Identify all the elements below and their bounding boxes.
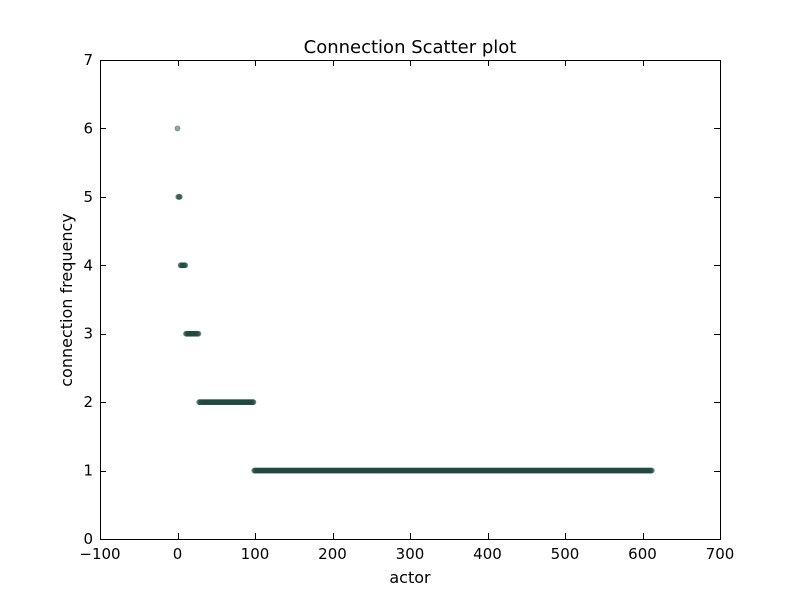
- y-tick-label: 3: [83, 325, 93, 343]
- y-axis-label: connection frequency: [57, 213, 76, 387]
- y-tick-label: 0: [83, 530, 93, 548]
- x-tick-label: 300: [396, 545, 425, 563]
- y-axis-ticks: 0 1 2 3 4 5 6 7: [83, 51, 720, 548]
- x-tick-label: 700: [706, 545, 735, 563]
- x-tick-label: 200: [318, 545, 347, 563]
- y-tick-label: 7: [83, 51, 93, 69]
- scatter-points: [174, 125, 655, 474]
- scatter-point: [250, 399, 257, 406]
- x-axis-label: actor: [389, 568, 431, 587]
- plot-frame: [100, 60, 721, 540]
- x-tick-label: 100: [241, 545, 270, 563]
- scatter-point: [648, 467, 655, 474]
- scatter-point: [195, 330, 202, 337]
- x-tick-label: −100: [79, 545, 120, 563]
- y-tick-label: 2: [83, 393, 93, 411]
- y-tick-label: 4: [83, 256, 93, 274]
- y-tick-label: 6: [83, 119, 93, 137]
- chart-title: Connection Scatter plot: [304, 37, 517, 58]
- scatter-point: [176, 193, 183, 200]
- x-axis-ticks: −100 0 100 200 300 400 500 600 700: [79, 60, 734, 563]
- scatter-point: [182, 262, 189, 269]
- x-tick-label: 400: [473, 545, 502, 563]
- y-tick-label: 1: [83, 462, 93, 480]
- x-tick-label: 0: [173, 545, 183, 563]
- y-tick-label: 5: [83, 188, 93, 206]
- x-tick-label: 500: [551, 545, 580, 563]
- x-tick-label: 600: [628, 545, 657, 563]
- scatter-point: [174, 125, 181, 132]
